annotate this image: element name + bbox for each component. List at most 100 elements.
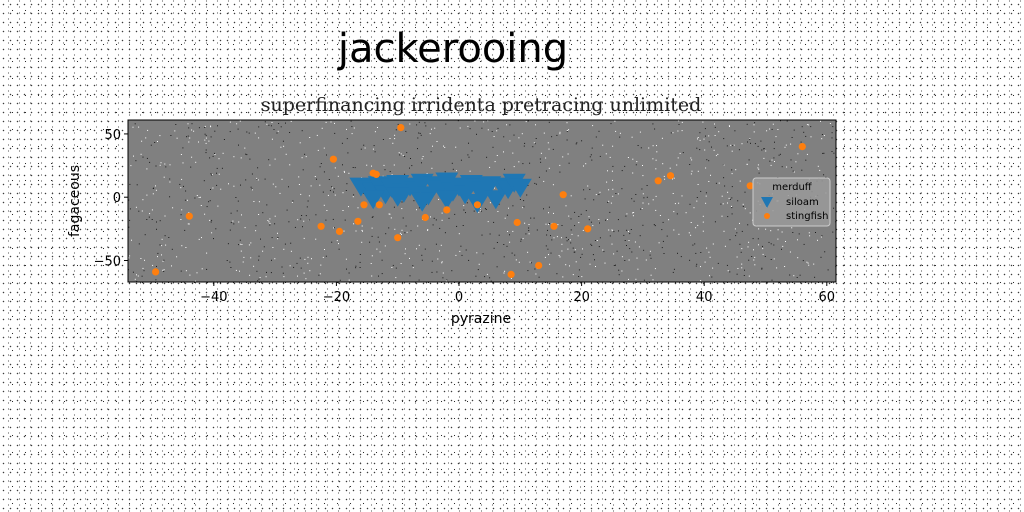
noise-speck xyxy=(469,128,471,130)
noise-speck xyxy=(771,159,773,161)
noise-speck xyxy=(704,149,706,151)
noise-speck xyxy=(294,226,296,228)
noise-speck xyxy=(371,165,372,167)
noise-speck xyxy=(583,165,584,167)
noise-speck xyxy=(233,223,235,225)
noise-speck xyxy=(258,201,260,203)
stingfish-point xyxy=(375,201,383,209)
noise-speck xyxy=(374,131,376,133)
noise-speck xyxy=(575,143,577,145)
noise-speck xyxy=(200,205,202,206)
noise-speck xyxy=(493,136,495,137)
noise-speck xyxy=(807,262,809,264)
noise-speck xyxy=(284,243,286,245)
noise-speck xyxy=(338,248,340,250)
noise-speck xyxy=(507,231,509,232)
noise-speck xyxy=(797,153,799,155)
noise-speck xyxy=(661,137,663,139)
noise-speck xyxy=(700,280,702,282)
noise-speck xyxy=(159,220,161,222)
noise-speck xyxy=(468,142,469,144)
noise-speck xyxy=(594,240,596,241)
noise-speck xyxy=(760,140,762,142)
noise-speck xyxy=(334,194,336,196)
noise-speck xyxy=(222,152,224,154)
noise-speck xyxy=(749,138,751,140)
noise-speck xyxy=(655,209,657,211)
noise-speck xyxy=(430,151,432,153)
noise-speck xyxy=(592,125,594,127)
noise-speck xyxy=(307,200,309,202)
noise-speck xyxy=(749,138,751,139)
noise-speck xyxy=(196,272,198,274)
noise-speck xyxy=(304,153,306,155)
noise-speck xyxy=(642,193,644,195)
noise-speck xyxy=(777,129,779,130)
noise-speck xyxy=(169,196,171,198)
noise-speck xyxy=(763,157,765,159)
noise-speck xyxy=(534,143,536,145)
noise-speck xyxy=(613,231,615,233)
noise-speck xyxy=(509,234,510,236)
noise-speck xyxy=(582,248,583,250)
noise-speck xyxy=(354,167,356,169)
noise-speck xyxy=(556,134,558,136)
noise-speck xyxy=(336,240,338,242)
noise-speck xyxy=(533,142,535,144)
noise-speck xyxy=(151,209,153,211)
noise-speck xyxy=(212,155,214,157)
noise-speck xyxy=(652,199,654,201)
noise-speck xyxy=(334,132,336,134)
noise-speck xyxy=(484,276,486,278)
noise-speck xyxy=(753,259,755,261)
noise-speck xyxy=(289,164,291,166)
noise-speck xyxy=(462,225,464,226)
noise-speck xyxy=(372,216,374,218)
y-tick-label: −50 xyxy=(94,254,121,269)
noise-speck xyxy=(632,158,634,160)
noise-speck xyxy=(593,199,595,201)
noise-speck xyxy=(274,258,276,260)
noise-speck xyxy=(506,124,508,126)
noise-speck xyxy=(425,125,427,127)
noise-speck xyxy=(743,275,745,276)
noise-speck xyxy=(142,156,144,158)
noise-speck xyxy=(308,195,310,197)
noise-speck xyxy=(559,131,561,133)
noise-speck xyxy=(702,215,704,217)
noise-speck xyxy=(303,272,305,274)
noise-speck xyxy=(416,124,418,126)
noise-speck xyxy=(377,127,378,128)
noise-speck xyxy=(214,152,215,154)
noise-speck xyxy=(397,123,399,125)
noise-speck xyxy=(326,154,327,156)
noise-speck xyxy=(165,244,167,246)
noise-speck xyxy=(251,173,253,175)
noise-speck xyxy=(152,193,154,195)
noise-speck xyxy=(163,269,165,271)
noise-speck xyxy=(208,201,210,203)
noise-speck xyxy=(241,214,242,216)
noise-speck xyxy=(639,131,641,133)
noise-speck xyxy=(632,212,634,214)
noise-speck xyxy=(810,136,812,138)
noise-speck xyxy=(662,240,664,242)
noise-speck xyxy=(138,210,140,212)
noise-speck xyxy=(371,235,373,237)
noise-speck xyxy=(402,217,404,219)
noise-speck xyxy=(708,141,710,143)
noise-speck xyxy=(798,233,800,235)
noise-speck xyxy=(260,238,261,240)
noise-speck xyxy=(677,130,679,132)
noise-speck xyxy=(309,270,311,272)
noise-speck xyxy=(496,155,498,156)
noise-speck xyxy=(399,232,401,234)
noise-speck xyxy=(164,215,166,217)
noise-speck xyxy=(831,137,833,139)
noise-speck xyxy=(421,158,423,160)
noise-speck xyxy=(297,275,298,277)
noise-speck xyxy=(304,258,306,260)
noise-speck xyxy=(821,235,823,237)
noise-speck xyxy=(611,229,613,231)
noise-speck xyxy=(791,227,793,229)
